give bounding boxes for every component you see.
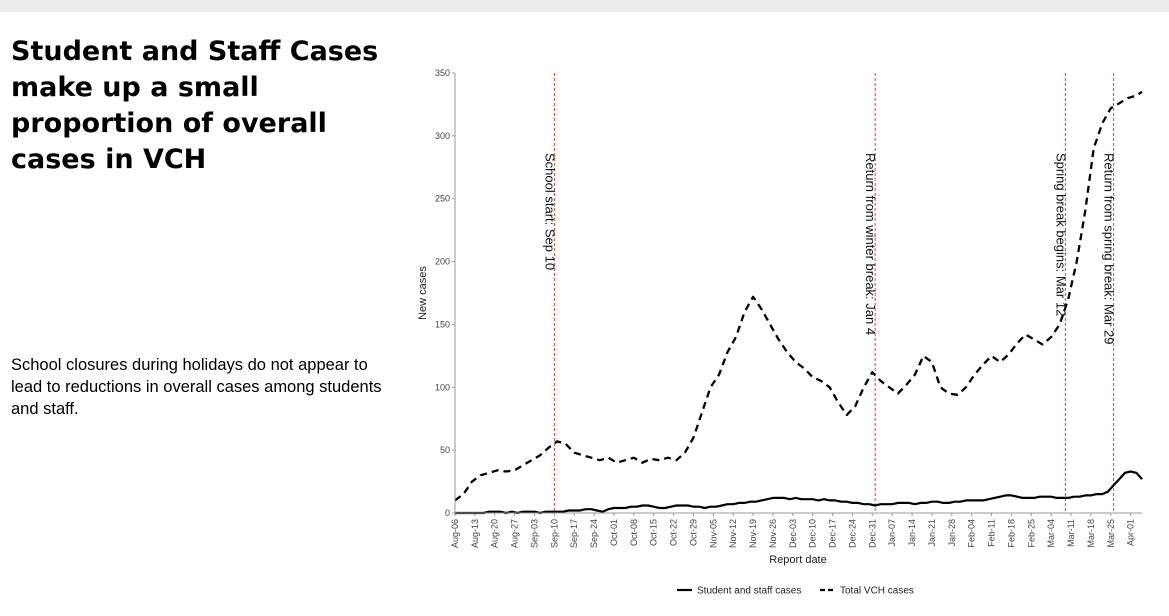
slide-title: Student and Staff Cases make up a small …: [11, 36, 379, 175]
x-tick-nov-19: Nov-19: [748, 519, 758, 548]
y-tick-350: 350: [435, 68, 450, 78]
x-tick-feb-04: Feb-04: [967, 519, 977, 548]
x-tick-dec-24: Dec-24: [847, 519, 857, 548]
x-tick-jan-07: Jan-07: [887, 519, 897, 547]
y-tick-150: 150: [435, 319, 450, 329]
annotation-label-school-start-sep-10: School start: Sep 10: [542, 153, 557, 270]
series-lines: [454, 90, 1143, 515]
x-tick-dec-10: Dec-10: [808, 519, 818, 548]
x-tick-sep-03: Sep-03: [529, 519, 539, 548]
x-tick-feb-11: Feb-11: [987, 519, 997, 547]
annotation-label-return-from-spring-break-mar-29: Return from spring break: Mar 29: [1102, 153, 1117, 344]
x-tick-oct-15: Oct-15: [649, 519, 659, 546]
x-tick-nov-05: Nov-05: [708, 519, 718, 548]
x-tick-sep-24: Sep-24: [589, 519, 599, 548]
x-axis-title: Report date: [769, 554, 826, 566]
x-tick-oct-29: Oct-29: [688, 519, 698, 546]
x-tick-oct-08: Oct-08: [629, 519, 639, 546]
x-tick-jan-21: Jan-21: [927, 519, 937, 547]
y-axis-title: New cases: [417, 266, 429, 320]
y-axis-ticks: 0 50 100 150 200 250 300 350: [435, 68, 455, 518]
annotation-lines: School start: Sep 10 Return from winter b…: [542, 73, 1117, 513]
y-tick-250: 250: [435, 194, 450, 204]
y-tick-300: 300: [435, 131, 450, 141]
legend: Student and staff cases Total VCH cases: [677, 586, 914, 597]
x-tick-sep-17: Sep-17: [569, 519, 579, 548]
x-tick-mar-04: Mar-04: [1046, 519, 1056, 548]
x-axis-ticks: Aug-06 Aug-13 Aug-20 Aug-27 Sep-03 Sep-10 Sep-…: [450, 513, 1136, 548]
x-tick-apr-01: Apr-01: [1126, 519, 1136, 546]
series-line-total-vch-cases: [454, 90, 1143, 502]
annotation-label-return-from-winter-break-jan-4: Return from winter break: Jan 4: [863, 153, 878, 335]
x-tick-dec-31: Dec-31: [867, 519, 877, 548]
x-tick-dec-03: Dec-03: [788, 519, 798, 548]
x-tick-nov-26: Nov-26: [768, 519, 778, 548]
x-tick-oct-01: Oct-01: [609, 519, 619, 546]
x-tick-feb-18: Feb-18: [1006, 519, 1016, 548]
annotation-label-spring-break-begins-mar-12: Spring break begins: Mar 12: [1053, 153, 1068, 316]
y-tick-0: 0: [445, 508, 450, 518]
legend-label-student: Student and staff cases: [697, 586, 801, 597]
series-line-student-and-staff-cases: [455, 470, 1143, 515]
legend-label-total: Total VCH cases: [840, 586, 914, 597]
y-tick-100: 100: [435, 382, 450, 392]
x-tick-mar-18: Mar-18: [1086, 519, 1096, 548]
x-tick-aug-27: Aug-27: [510, 519, 520, 548]
x-tick-aug-06: Aug-06: [450, 519, 460, 548]
x-tick-aug-20: Aug-20: [490, 519, 500, 548]
x-tick-dec-17: Dec-17: [828, 519, 838, 548]
x-tick-mar-11: Mar-11: [1066, 519, 1076, 547]
x-tick-jan-14: Jan-14: [907, 519, 917, 547]
x-tick-feb-25: Feb-25: [1026, 519, 1036, 548]
top-bar: [0, 0, 1169, 12]
x-tick-nov-12: Nov-12: [728, 519, 738, 548]
y-tick-50: 50: [440, 445, 450, 455]
cases-line-chart: 0 50 100 150 200 250 300 350 Aug-06 Aug-13 Aug-20…: [417, 68, 1143, 597]
x-tick-jan-28: Jan-28: [947, 519, 957, 547]
y-tick-200: 200: [435, 257, 450, 267]
x-tick-oct-22: Oct-22: [669, 519, 679, 546]
x-tick-sep-10: Sep-10: [549, 519, 559, 548]
slide-subtitle: School closures during holidays do not a…: [11, 356, 382, 418]
x-tick-mar-25: Mar-25: [1106, 519, 1116, 548]
x-tick-aug-13: Aug-13: [470, 519, 480, 548]
